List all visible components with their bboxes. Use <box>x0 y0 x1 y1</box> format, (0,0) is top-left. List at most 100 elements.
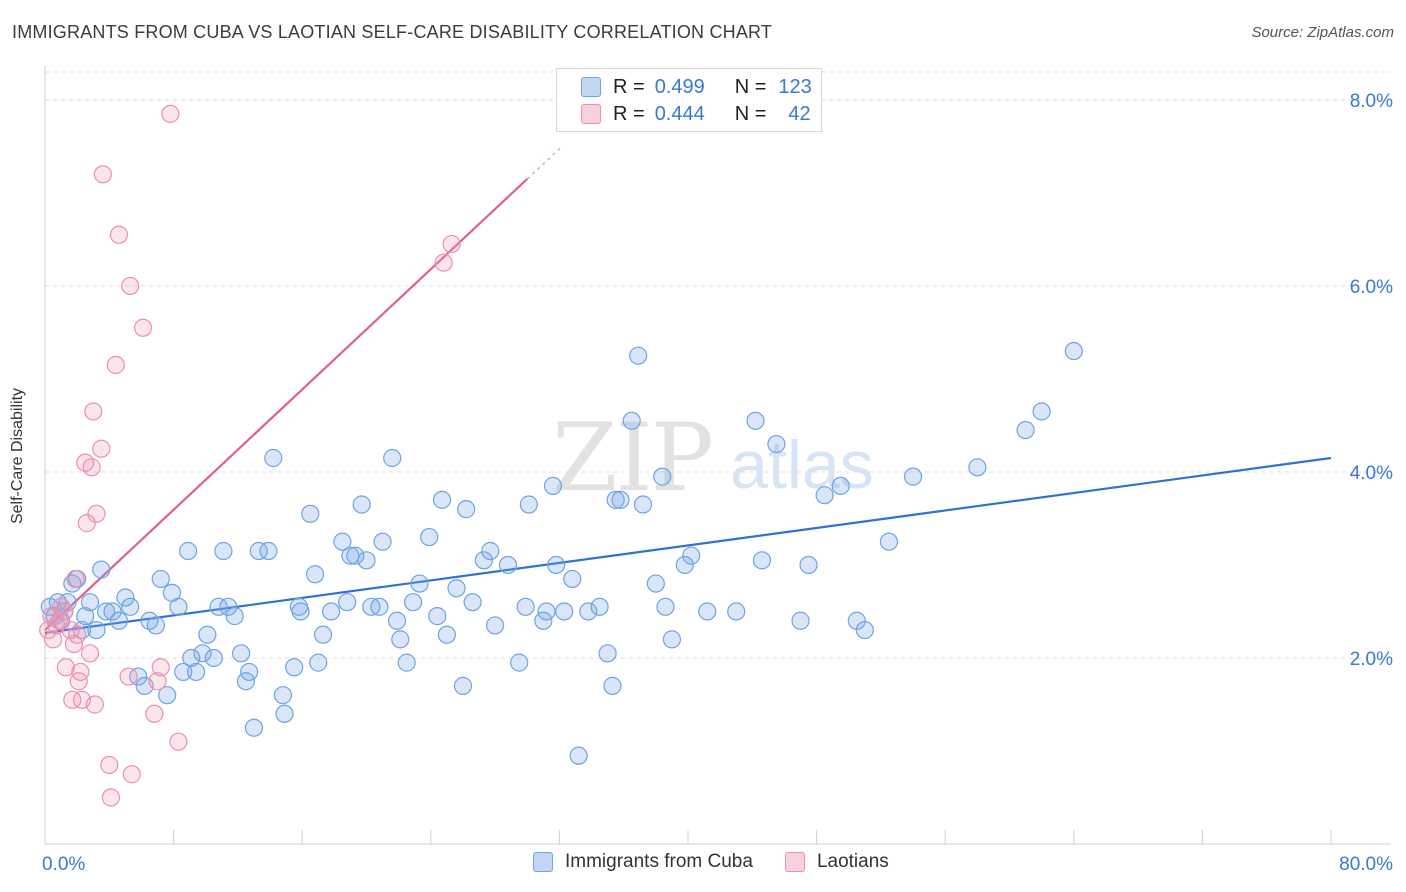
data-points <box>39 104 1083 807</box>
series-label-laotians: Laotians <box>816 851 889 872</box>
axes <box>44 66 1391 845</box>
point-cuba <box>481 541 500 561</box>
point-cuba <box>322 602 341 621</box>
point-cuba <box>244 718 264 737</box>
point-cuba <box>646 574 665 593</box>
point-cuba <box>463 593 482 612</box>
point-cuba <box>1064 341 1083 361</box>
watermark: ZIP atlas <box>552 404 874 513</box>
point-cuba <box>76 607 95 626</box>
point-cuba <box>193 644 212 663</box>
point-cuba <box>96 602 116 621</box>
point-cuba <box>746 411 765 430</box>
point-cuba <box>309 653 328 672</box>
axis-labels: 2.0% 4.0% 6.0% 8.0% 0.0% 80.0% <box>42 91 1393 875</box>
point-cuba <box>653 467 672 486</box>
legend-n-value: 42 <box>788 102 811 125</box>
point-laotians <box>442 234 461 254</box>
series-swatch-laotians <box>784 852 805 872</box>
point-cuba <box>313 625 333 644</box>
point-laotians <box>151 658 170 677</box>
point-laotians <box>68 625 87 644</box>
point-laotians <box>121 276 140 296</box>
legend-r-value: 0.444 <box>654 102 705 125</box>
point-cuba <box>187 662 206 682</box>
point-cuba <box>232 644 251 663</box>
point-cuba <box>428 607 447 626</box>
watermark-atlas: atlas <box>730 427 874 503</box>
point-cuba <box>633 495 653 514</box>
point-cuba <box>579 602 598 621</box>
point-cuba <box>121 597 140 616</box>
point-cuba <box>397 653 416 672</box>
point-cuba <box>453 676 473 695</box>
point-laotians <box>145 704 164 723</box>
point-laotians <box>169 732 188 751</box>
point-cuba <box>968 458 987 477</box>
trend-line-cuba <box>44 456 1332 634</box>
point-laotians <box>71 662 90 682</box>
point-cuba <box>519 495 538 514</box>
point-cuba <box>510 653 529 672</box>
x-tick-label-max: 80.0% <box>1339 854 1393 875</box>
point-laotians <box>85 695 104 714</box>
point-cuba <box>291 602 310 621</box>
point-laotians <box>133 318 153 337</box>
point-cuba <box>420 527 439 547</box>
point-cuba <box>474 551 493 570</box>
point-cuba <box>1032 402 1051 421</box>
point-cuba <box>352 495 371 514</box>
point-laotians <box>161 104 180 123</box>
point-cuba <box>198 625 217 644</box>
point-cuba <box>486 616 505 635</box>
point-cuba <box>249 541 268 561</box>
point-cuba <box>1016 420 1035 440</box>
point-cuba <box>174 662 193 682</box>
point-cuba <box>498 555 518 575</box>
point-cuba <box>305 565 325 584</box>
legend-swatch-cuba <box>581 77 601 97</box>
point-cuba <box>346 546 365 565</box>
point-laotians <box>93 165 112 184</box>
point-cuba <box>879 532 899 551</box>
point-laotians <box>55 602 74 621</box>
point-laotians <box>82 458 101 477</box>
point-cuba <box>370 597 389 616</box>
series-legend: Immigrants from Cuba Laotians <box>533 851 921 873</box>
point-cuba <box>151 569 170 589</box>
point-cuba <box>264 448 283 468</box>
legend-n-label: N = <box>734 75 767 98</box>
legend-row-laotians: R = 0.444 N = 42 <box>581 102 811 126</box>
point-laotians <box>434 253 453 272</box>
point-cuba <box>447 579 466 598</box>
trend-lines <box>44 145 1332 634</box>
point-cuba <box>116 588 135 607</box>
point-cuba <box>273 686 293 705</box>
point-laotians <box>63 690 82 709</box>
point-cuba <box>555 602 574 621</box>
point-cuba <box>103 602 122 621</box>
y-tick-label: 4.0% <box>1350 463 1393 484</box>
point-laotians <box>100 755 119 775</box>
point-cuba <box>158 686 177 705</box>
point-cuba <box>831 476 850 496</box>
point-cuba <box>603 676 622 695</box>
point-cuba <box>611 490 630 509</box>
point-cuba <box>815 486 834 505</box>
point-cuba <box>547 555 566 575</box>
point-laotians <box>43 630 63 649</box>
point-cuba <box>209 597 228 616</box>
point-laotians <box>56 658 75 677</box>
point-laotians <box>148 672 167 691</box>
point-laotians <box>101 788 121 807</box>
point-cuba <box>767 434 786 454</box>
source-credit: Source: ZipAtlas.com <box>1251 24 1394 41</box>
point-cuba <box>373 532 392 551</box>
stats-legend: R = 0.499 N = 123 R = 0.444 N = 42 <box>556 68 822 132</box>
point-cuba <box>383 448 402 468</box>
point-laotians <box>77 514 96 533</box>
point-cuba <box>87 620 106 640</box>
point-cuba <box>752 551 772 570</box>
point-cuba <box>240 662 259 682</box>
